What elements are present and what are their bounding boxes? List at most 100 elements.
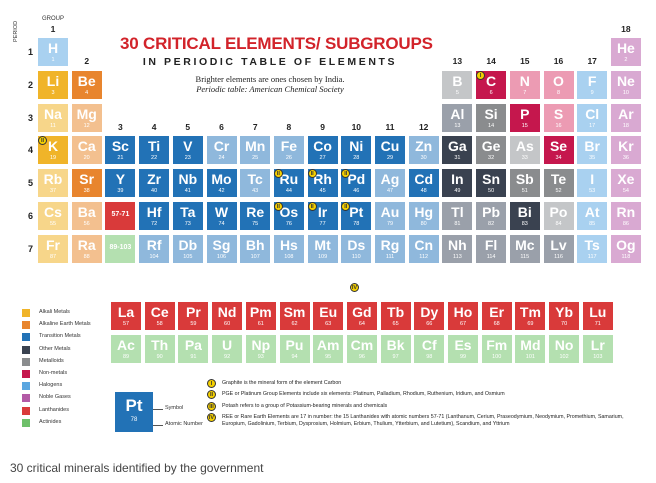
element-cell: Ni 28 — [340, 135, 373, 166]
legend-label: Actinides — [39, 418, 62, 425]
element-cell: Zr 40 — [138, 168, 171, 199]
atomic-number: 101 — [525, 354, 535, 360]
atomic-number: 61 — [257, 321, 264, 327]
atomic-number: 38 — [83, 188, 90, 195]
atomic-number: 54 — [622, 188, 629, 195]
atomic-number: 60 — [224, 321, 231, 327]
element-cell: Sm 62 — [278, 301, 311, 331]
group-number: 12 — [418, 122, 429, 132]
element-cell: Np 93 — [244, 334, 277, 364]
element-symbol: I — [590, 171, 595, 188]
element-cell: Ba 56 — [70, 201, 103, 231]
element-cell: Sc 21 — [104, 135, 137, 166]
period-axis-label: PERIOD — [13, 20, 19, 42]
element-cell: 57-71 — [104, 201, 137, 231]
element-symbol: Lu — [589, 304, 607, 320]
element-cell: Sb 51 — [508, 168, 541, 199]
atomic-number: 37 — [49, 188, 57, 195]
atomic-number: 49 — [454, 188, 461, 195]
element-symbol: U — [222, 337, 233, 353]
element-symbol: Cl — [585, 105, 600, 122]
element-cell: Am 95 — [312, 334, 345, 364]
atomic-number: 53 — [589, 188, 596, 195]
element-symbol: Ar — [618, 105, 634, 122]
element-cell: Y 39 — [104, 168, 137, 199]
legend-swatch — [22, 370, 30, 378]
atomic-number: 93 — [257, 354, 264, 360]
period-number: 3 — [28, 112, 34, 123]
element-symbol: Mo — [211, 171, 232, 188]
group-number: 6 — [219, 122, 224, 132]
element-symbol: Xe — [617, 171, 635, 188]
legend-swatch — [22, 418, 30, 427]
element-symbol: Sm — [283, 304, 306, 320]
atomic-number: 24 — [218, 155, 225, 162]
element-symbol: Pr — [185, 304, 201, 320]
element-cell: W 74 — [205, 201, 238, 231]
atomic-number: 30 — [420, 155, 427, 162]
group-number: 10 — [351, 122, 362, 132]
atomic-number: 27 — [319, 155, 326, 162]
element-symbol: S — [553, 105, 564, 122]
element-symbol: Tl — [451, 204, 464, 220]
element-symbol: Ge — [481, 138, 501, 155]
atomic-number: 73 — [184, 221, 191, 227]
element-symbol: Si — [484, 105, 498, 122]
atomic-number: 16 — [555, 122, 562, 129]
element-cell: Fm 100 — [480, 334, 513, 364]
legend-swatch — [22, 406, 30, 415]
element-symbol: Mt — [314, 236, 331, 253]
element-symbol: Eu — [319, 304, 338, 320]
element-symbol: Ba — [77, 204, 96, 220]
element-cell: No 102 — [548, 334, 581, 364]
atomic-number: 20 — [83, 155, 90, 162]
element-symbol: Te — [550, 171, 567, 188]
footnote-badge: II — [307, 169, 317, 179]
element-symbol: Lv — [550, 236, 567, 253]
atomic-number: 56 — [83, 221, 90, 227]
atomic-number: 85 — [589, 221, 596, 227]
atomic-number: 110 — [351, 253, 361, 260]
element-cell: Zn 30 — [407, 135, 440, 166]
element-cell: As 33 — [508, 135, 541, 166]
element-symbol: Cn — [414, 236, 434, 253]
element-symbol: Ce — [150, 304, 169, 320]
period-number: 4 — [28, 145, 34, 156]
atomic-number: 94 — [291, 354, 298, 360]
element-symbol: La — [117, 304, 135, 320]
footnote-badge: II — [207, 390, 216, 399]
group-axis-label: GROUP — [42, 16, 65, 22]
atomic-number: 4 — [85, 89, 89, 96]
element-symbol: Ru — [279, 171, 299, 188]
element-symbol: Fr — [46, 236, 60, 253]
element-cell: Nh 113 — [441, 233, 474, 264]
element-cell: Ge 32 — [475, 135, 508, 166]
atomic-number: 107 — [250, 253, 260, 260]
element-symbol: Y — [115, 171, 126, 188]
atomic-number: 88 — [83, 253, 90, 260]
element-symbol: Rn — [616, 204, 636, 220]
element-cell: Ra 88 — [70, 233, 103, 264]
element-symbol: Ds — [347, 236, 366, 253]
element-symbol: W — [214, 204, 229, 220]
element-cell: Pb 82 — [475, 201, 508, 231]
element-symbol: Sr — [79, 171, 95, 188]
element-symbol: Fm — [486, 337, 508, 353]
figure-note: Brighter elements are ones chosen by Ind… — [150, 74, 390, 94]
atomic-number: 1 — [51, 57, 55, 63]
atomic-number: 51 — [521, 188, 528, 195]
element-cell: Cs 55 — [37, 201, 69, 231]
element-cell: Bh 107 — [239, 233, 272, 264]
element-cell: Cu 29 — [374, 135, 406, 166]
element-cell: Lu 71 — [581, 301, 614, 331]
key-number-label: Atomic Number — [165, 421, 203, 427]
element-cell: Db 105 — [171, 233, 204, 264]
footnote-badge: II — [341, 202, 351, 211]
element-symbol: Nb — [178, 171, 198, 188]
element-cell: Sn 50 — [475, 168, 508, 199]
footnote-text: REE or Rare Earth Elements are 17 in num… — [222, 414, 624, 427]
element-symbol: Se — [549, 138, 568, 155]
atomic-number: 105 — [183, 253, 193, 260]
element-symbol: Kr — [618, 138, 634, 155]
atomic-number: 17 — [589, 122, 596, 129]
